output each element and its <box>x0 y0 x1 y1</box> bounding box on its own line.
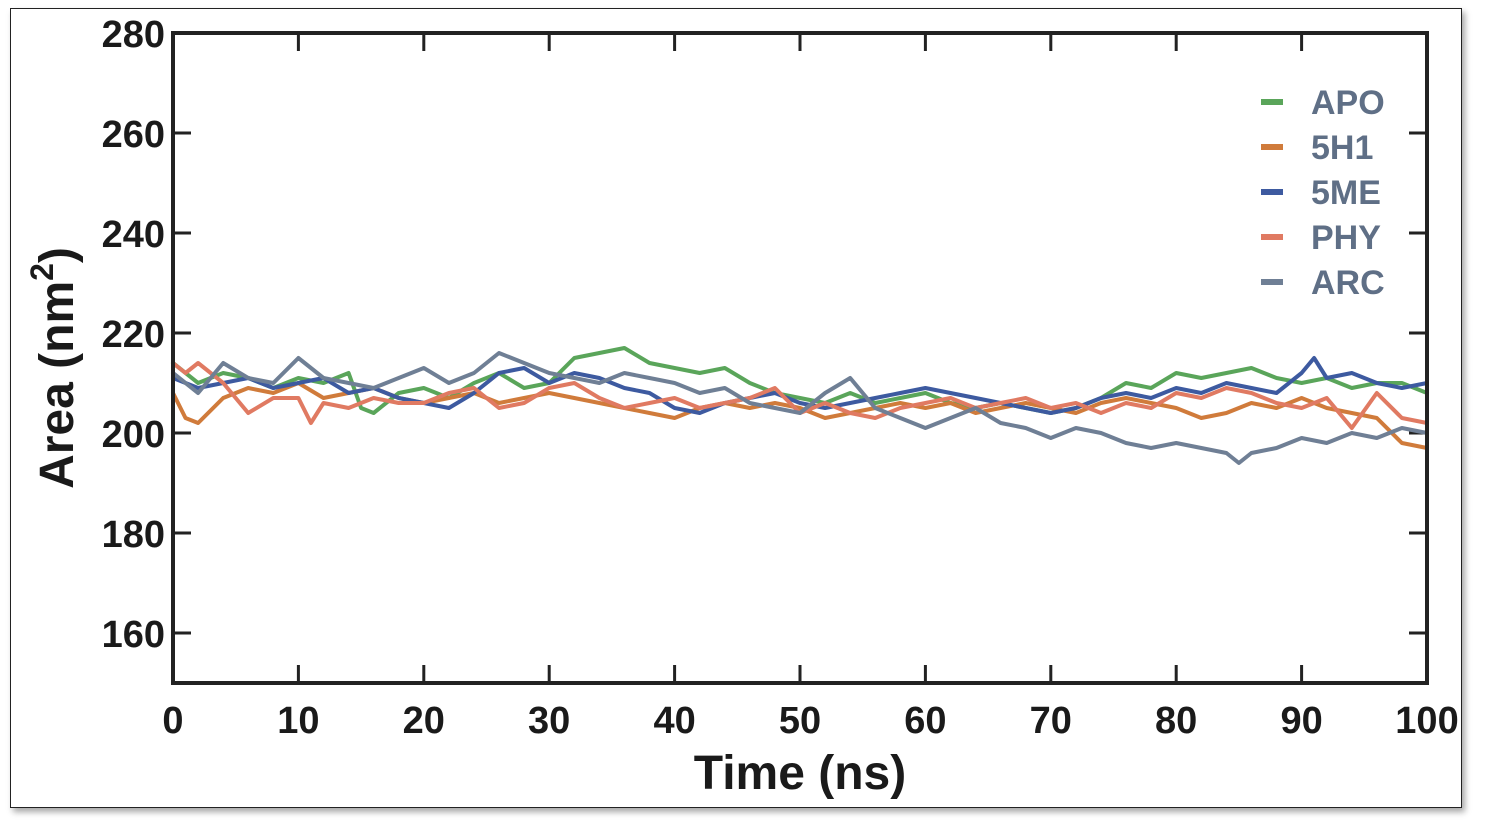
figure-frame: 0 10 20 30 40 50 60 70 80 90 100 160 180 200 220 240 260… <box>10 8 1462 808</box>
x-tick-label: 20 <box>403 700 445 742</box>
legend: APO 5H1 5ME PHY ARC <box>1261 84 1385 302</box>
legend-label-5me: 5ME <box>1311 174 1381 212</box>
x-tick-label: 30 <box>528 700 570 742</box>
series-line-5h1 <box>171 381 1429 450</box>
y-tick-label: 180 <box>102 514 165 556</box>
x-tick-label: 50 <box>779 700 821 742</box>
x-tick-label: 0 <box>162 700 183 742</box>
x-tick-label: 100 <box>1395 700 1458 742</box>
x-tick-label: 70 <box>1030 700 1072 742</box>
series-line-arc <box>171 351 1429 465</box>
area-time-chart: 0 10 20 30 40 50 60 70 80 90 100 160 180 200 220 240 260… <box>24 14 1459 800</box>
y-tick-label: 160 <box>102 614 165 656</box>
x-axis-title: Time (ns) <box>694 747 906 800</box>
y-tick-label: 280 <box>102 14 165 56</box>
series-layer <box>171 346 1429 465</box>
x-tick-label: 10 <box>277 700 319 742</box>
x-tick-label: 80 <box>1155 700 1197 742</box>
y-tick-label: 240 <box>102 214 165 256</box>
y-tick-label: 260 <box>102 114 165 156</box>
legend-label-apo: APO <box>1311 84 1385 122</box>
y-axis-title-close: ) <box>31 247 84 263</box>
ticks-layer: 0 10 20 30 40 50 60 70 80 90 100 160 180 200 220 240 260… <box>102 14 1459 742</box>
series-line-phy <box>171 361 1429 430</box>
y-axis-title-superscript: 2 <box>24 263 60 281</box>
series-line-apo <box>171 346 1429 415</box>
x-tick-label: 40 <box>653 700 695 742</box>
y-axis-title: Area (nm2) <box>24 247 84 489</box>
x-tick-label: 90 <box>1280 700 1322 742</box>
legend-label-arc: ARC <box>1311 264 1385 302</box>
y-axis-title-main: Area (nm <box>31 281 84 489</box>
x-tick-label: 60 <box>904 700 946 742</box>
legend-label-phy: PHY <box>1311 219 1381 257</box>
y-tick-label: 220 <box>102 314 165 356</box>
legend-label-5h1: 5H1 <box>1311 129 1373 167</box>
plot-area-border <box>171 31 1429 685</box>
y-tick-label: 200 <box>102 414 165 456</box>
